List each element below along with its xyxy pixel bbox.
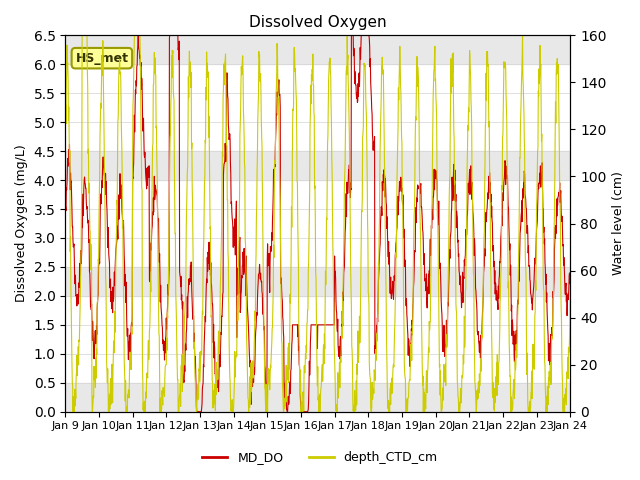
Bar (65, 383, 570, 412)
Y-axis label: Dissolved Oxygen (mg/L): Dissolved Oxygen (mg/L) (15, 144, 28, 302)
Y-axis label: Water level (cm): Water level (cm) (612, 171, 625, 276)
Title: Dissolved Oxygen: Dissolved Oxygen (249, 15, 387, 30)
Text: HS_met: HS_met (76, 52, 129, 65)
Bar (65, 267, 570, 296)
Legend: MD_DO, depth_CTD_cm: MD_DO, depth_CTD_cm (197, 446, 443, 469)
Bar (65, 36, 570, 64)
Bar (65, 151, 570, 180)
